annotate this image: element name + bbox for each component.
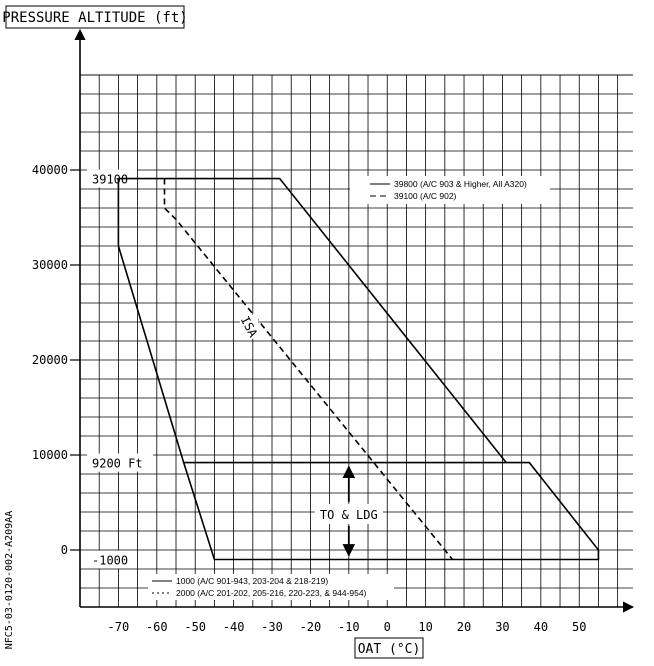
x-tick-label: -60: [146, 620, 168, 634]
isa-label-bg: [239, 314, 258, 339]
altitude-labels: 39100 9200 Ft -1000: [87, 169, 153, 569]
x-tick-label: 50: [572, 620, 586, 634]
x-tick-label: -40: [223, 620, 245, 634]
altitude-label: 9200 Ft: [92, 457, 143, 471]
x-tick-label: -20: [300, 620, 322, 634]
y-tick-label: 10000: [32, 448, 68, 462]
x-axis-title: OAT (°C): [358, 642, 421, 657]
legend-entry: 39800 (A/C 903 & Higher, All A320): [394, 179, 527, 189]
x-tick-label: -10: [338, 620, 360, 634]
legend-entry: 1000 (A/C 901-943, 203-204 & 218-219): [176, 576, 328, 586]
altitude-label-bg: [87, 169, 137, 188]
x-tick-label: -70: [108, 620, 130, 634]
x-tick-label: 20: [457, 620, 471, 634]
grid: [80, 74, 633, 607]
series-line-1: [163, 178, 454, 561]
legend-entry: 2000 (A/C 201-202, 205-216, 220-223, & 9…: [176, 588, 367, 598]
altitude-label: 39100: [92, 173, 128, 187]
x-tick-label: -50: [184, 620, 206, 634]
x-axis-title-box: [354, 637, 424, 659]
x-tick-label: 0: [384, 620, 391, 634]
y-tick-label: 20000: [32, 353, 68, 367]
x-tick-label: 10: [418, 620, 432, 634]
y-tick-label: 30000: [32, 258, 68, 272]
series-line-2: [117, 178, 600, 561]
side-code: NFC5-03-0120-002-A209AA: [4, 511, 15, 649]
legend-box-bottom: [148, 574, 394, 600]
legend-entry: 39100 (A/C 902): [394, 191, 457, 201]
to-ldg-label: TO & LDG: [320, 508, 378, 522]
series-line-0: [118, 177, 507, 464]
y-axis-title: PRESSURE ALTITUDE (ft): [2, 10, 187, 26]
y-tick-label: 0: [61, 543, 68, 557]
y-tick-label: 40000: [32, 163, 68, 177]
legends: 39800 (A/C 903 & Higher, All A320) 39100 …: [148, 176, 550, 600]
y-axis-title-box: [5, 5, 185, 29]
altitude-label-bg: [87, 453, 153, 472]
x-tick-label: 40: [534, 620, 548, 634]
x-tick-label: 30: [495, 620, 509, 634]
series-lines: [117, 177, 600, 561]
altitude-label: -1000: [92, 554, 128, 568]
to-ldg-label-bg: [314, 503, 383, 524]
altitude-label-bg: [87, 550, 137, 569]
legend-box-top: [350, 176, 550, 204]
tick-labels: -70 -60 -50 -40 -30 -20 -10 0 10 20 30 40 50 0 10000 20…: [32, 163, 587, 634]
x-tick-label: -30: [261, 620, 283, 634]
